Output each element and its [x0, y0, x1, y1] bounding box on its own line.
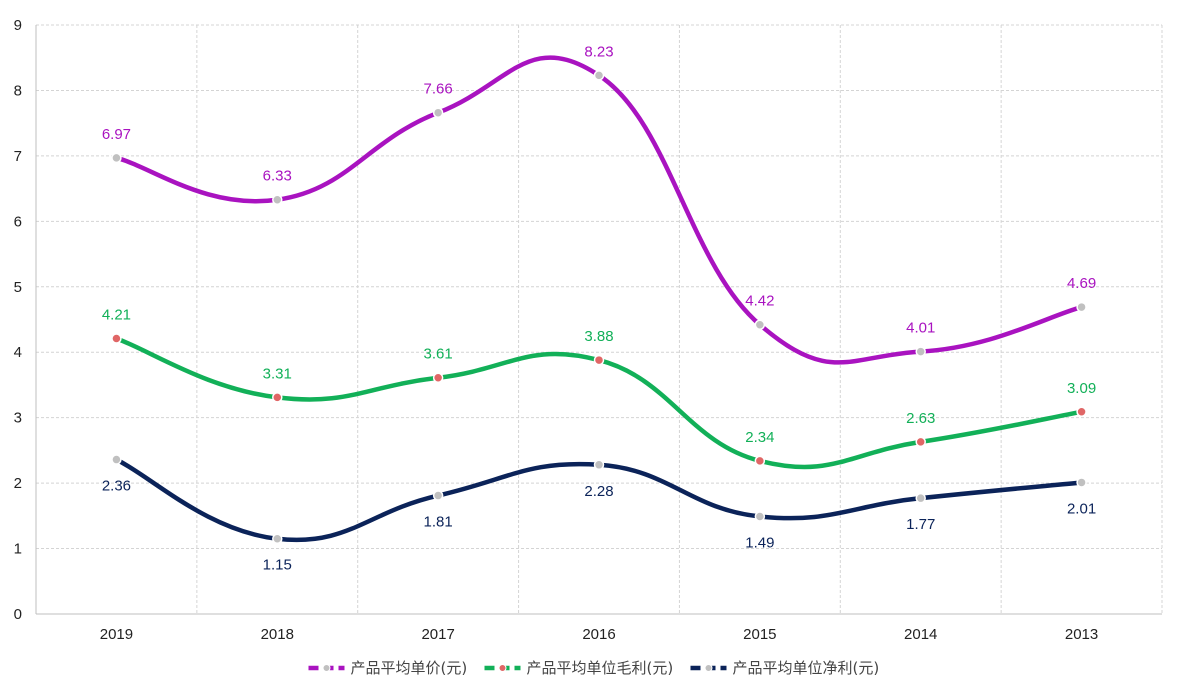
- legend-marker: [322, 664, 331, 672]
- data-point: [111, 152, 122, 164]
- legend-item-3: 产品平均单位净利(元): [690, 659, 880, 677]
- data-point: [1076, 406, 1087, 418]
- series-line-1: [114, 55, 1084, 365]
- data-point: [754, 319, 766, 330]
- y-tick-label: 5: [14, 279, 22, 296]
- data-label: 2.34: [745, 429, 774, 446]
- data-point: [111, 333, 122, 344]
- data-labels: 6.97 6.33 7.66 8.23 4.42 4.01 4.69 4.21 3.31 3.61…: [102, 43, 1096, 573]
- y-tick-label: 6: [14, 213, 22, 230]
- y-tick-label: 7: [14, 148, 22, 165]
- data-label: 3.61: [424, 346, 453, 363]
- grid: [35, 24, 1163, 614]
- data-point: [593, 459, 605, 471]
- data-label: 3.88: [584, 328, 613, 345]
- x-tick-label: 2018: [261, 626, 294, 643]
- data-point: [915, 346, 926, 357]
- data-point: [432, 490, 444, 501]
- data-label: 6.33: [263, 168, 292, 185]
- data-point: [754, 455, 766, 467]
- data-label: 1.15: [263, 557, 292, 574]
- data-point: [593, 70, 605, 81]
- legend-marker: [498, 664, 507, 672]
- data-point: [432, 107, 444, 118]
- data-label: 1.81: [424, 514, 453, 531]
- data-label: 7.66: [424, 81, 453, 98]
- data-label: 2.36: [102, 478, 131, 495]
- y-tick-label: 3: [14, 410, 22, 427]
- data-point: [1076, 301, 1087, 313]
- x-tick-label: 2016: [582, 626, 615, 643]
- legend: 产品平均单价(元) 产品平均单位毛利(元) 产品平均单位净利(元): [308, 659, 880, 677]
- y-tick-label: 9: [14, 17, 22, 34]
- data-point: [111, 454, 122, 465]
- data-label: 4.01: [906, 320, 935, 337]
- data-point: [754, 511, 766, 522]
- data-point: [272, 392, 283, 403]
- x-tick-label: 2013: [1065, 626, 1098, 643]
- data-point: [272, 533, 283, 544]
- legend-marker: [704, 664, 713, 672]
- x-tick-label: 2015: [743, 626, 776, 643]
- data-label: 2.01: [1067, 500, 1096, 517]
- data-label: 8.23: [584, 43, 613, 60]
- legend-label: 产品平均单位净利(元): [733, 659, 880, 677]
- data-label: 2.63: [906, 410, 935, 427]
- x-tick-label: 2014: [904, 626, 937, 643]
- y-tick-label: 0: [14, 606, 22, 623]
- legend-label: 产品平均单价(元): [351, 659, 468, 677]
- y-tick-label: 8: [14, 82, 22, 99]
- series: [111, 55, 1087, 544]
- data-label: 4.69: [1067, 275, 1096, 292]
- data-label: 6.97: [102, 126, 131, 143]
- legend-label: 产品平均单位毛利(元): [527, 659, 674, 677]
- data-point: [432, 372, 444, 383]
- y-tick-label: 2: [14, 475, 22, 492]
- data-label: 4.21: [102, 306, 131, 323]
- legend-item-2: 产品平均单位毛利(元): [484, 659, 674, 677]
- y-tick-label: 4: [14, 344, 22, 361]
- data-label: 3.31: [263, 365, 292, 382]
- data-point: [915, 436, 926, 448]
- data-label: 1.49: [745, 534, 774, 551]
- data-label: 2.28: [584, 483, 613, 500]
- data-point: [593, 354, 605, 366]
- data-label: 4.42: [745, 293, 774, 310]
- data-point: [915, 492, 926, 504]
- axes: 0 1 2 3 4 5 6 7 8 9 2019 2018 2017 2016 2015 2014 2013: [14, 17, 1162, 643]
- data-point: [272, 194, 283, 205]
- data-point: [1076, 477, 1087, 488]
- data-label: 3.09: [1067, 380, 1096, 397]
- x-tick-label: 2019: [100, 626, 133, 643]
- y-tick-label: 1: [14, 541, 22, 558]
- legend-item-1: 产品平均单价(元): [308, 659, 468, 677]
- x-tick-label: 2017: [421, 626, 454, 643]
- data-label: 1.77: [906, 516, 935, 533]
